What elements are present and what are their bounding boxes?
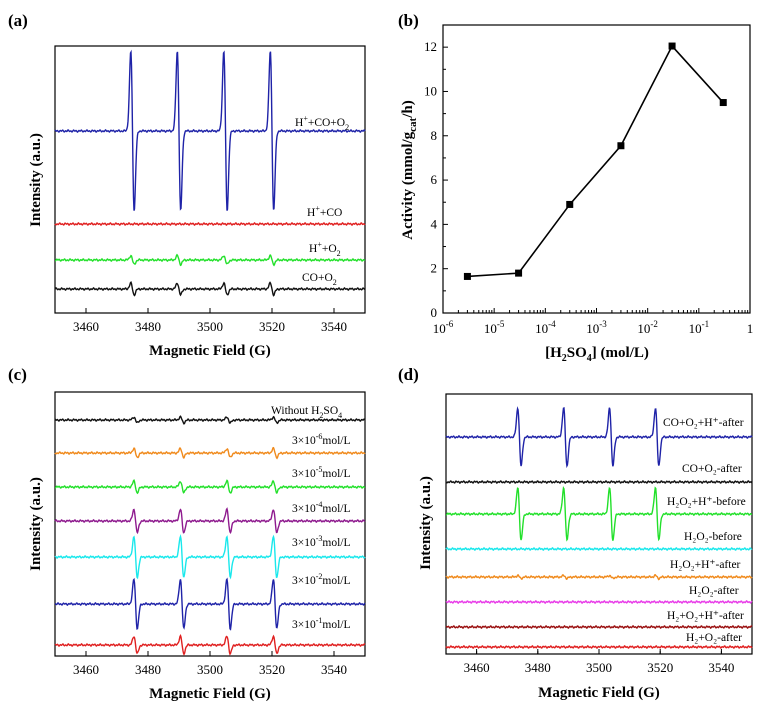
x-tick-label-3480: 3480 [135, 319, 161, 334]
activity-line [467, 44, 724, 278]
legend-c-5: 3×10-2mol/L [292, 572, 351, 587]
y-tick-label-4: 4 [431, 216, 438, 231]
panel-d-ylabel: Intensity (a.u.) [418, 476, 434, 570]
panel-b-series [463, 42, 727, 280]
legend-d-1: CO+O₂-after [682, 463, 742, 475]
trace-a-1 [54, 221, 366, 227]
y-tick-label-10: 10 [424, 83, 437, 98]
legend-c-1: 3×10-6mol/L [292, 432, 351, 447]
trace-c-6 [54, 633, 366, 656]
legend-c-6: 3×10-1mol/L [292, 616, 351, 631]
panel-b-frame [442, 24, 751, 314]
x-tick-label-exp-1: 10-1 [689, 319, 710, 336]
trace-d-3 [445, 546, 753, 552]
activity-point-0 [463, 272, 471, 280]
trace-c-1 [54, 446, 366, 460]
panel-d-label: (d) [398, 365, 419, 384]
panel-c-label: (c) [8, 365, 27, 384]
trace-a-3 [54, 280, 366, 297]
activity-point-1 [515, 269, 523, 277]
panel-b-label: (b) [398, 11, 419, 30]
x-tick-label-3520: 3520 [647, 660, 673, 675]
y-tick-label-12: 12 [424, 39, 437, 54]
trace-d-4 [445, 573, 753, 581]
legend-d-7: H₂+O₂-after [686, 632, 742, 644]
activity-point-2 [566, 200, 574, 208]
x-tick-label-3540: 3540 [321, 662, 347, 677]
panel-d-legends: CO+O₂+H⁺-after CO+O₂-after H₂O₂+H⁺-before H… [663, 417, 746, 644]
legend-c-2: 3×10-5mol/L [292, 465, 351, 480]
panel-a-traces [54, 49, 366, 297]
panel-b-ticks: 0 2 4 6 8 10 12 10-6 10-5 10-4 10-3 10-2 10-1 1 [424, 39, 753, 336]
panel-a-x-ticks: 3460 3480 3500 3520 3540 [73, 308, 347, 334]
legend-c-3: 3×10-4mol/L [292, 500, 351, 515]
trace-c-5 [54, 577, 366, 631]
activity-point-4 [668, 42, 676, 50]
legend-d-2: H₂O₂+H⁺-before [667, 496, 746, 508]
panel-d-xlabel: Magnetic Field (G) [538, 685, 660, 701]
x-tick-label-exp-6: 10-6 [433, 319, 454, 336]
x-tick-label-3540: 3540 [321, 319, 347, 334]
trace-d-2 [445, 485, 753, 542]
legend-d-0: CO+O₂+H⁺-after [663, 417, 744, 429]
x-tick-label-3520: 3520 [259, 319, 285, 334]
trace-d-1 [445, 479, 753, 485]
x-tick-label-3460: 3460 [73, 662, 99, 677]
panel-d-x-ticks: 3460 3480 3500 3520 3540 [464, 649, 734, 675]
legend-a-co-o2: CO+O2 [302, 272, 337, 287]
panel-c-legends: 3×10-6mol/L 3×10-5mol/L 3×10-4mol/L 3×10-3m… [292, 432, 351, 631]
trace-d-7 [445, 644, 753, 650]
activity-point-5 [719, 99, 727, 107]
trace-d-0 [445, 406, 753, 469]
x-tick-label-3540: 3540 [708, 660, 734, 675]
x-tick-label-3500: 3500 [197, 319, 223, 334]
x-tick-label-exp-3: 10-3 [586, 319, 607, 336]
panel-b-xlabel: [H2SO4] (mol/L) [545, 345, 649, 364]
trace-c-2 [54, 478, 366, 495]
panel-c-ylabel: Intensity (a.u.) [28, 477, 44, 571]
trace-a-0 [54, 49, 366, 211]
trace-c-4 [54, 534, 366, 580]
trace-d-6 [445, 624, 753, 630]
legend-d-5: H₂O₂-after [689, 585, 739, 597]
y-tick-label-6: 6 [431, 172, 438, 187]
panel-b-ylabel: Activity (mmol/gcat/h) [400, 100, 419, 239]
x-tick-label-3460: 3460 [464, 660, 490, 675]
y-tick-label-0: 0 [431, 305, 438, 320]
x-tick-label-3460: 3460 [73, 319, 99, 334]
legend-d-3: H₂O₂-before [684, 531, 742, 543]
trace-c-3 [54, 507, 366, 535]
panel-c-traces [54, 415, 366, 656]
trace-c-0 [54, 415, 366, 425]
x-tick-label-3500: 3500 [586, 660, 612, 675]
x-tick-label-3480: 3480 [525, 660, 551, 675]
x-tick-label-exp0: 1 [747, 321, 754, 336]
legend-d-6: H₂+O₂+H⁺-after [667, 610, 744, 622]
legend-a-h-co-o2: H++CO+O2 [295, 114, 349, 132]
x-tick-label-3480: 3480 [135, 662, 161, 677]
legend-c-4: 3×10-3mol/L [292, 534, 351, 549]
panel-a-xlabel: Magnetic Field (G) [149, 343, 271, 359]
trace-d-5 [445, 599, 753, 605]
x-tick-label-3500: 3500 [197, 662, 223, 677]
panel-c-xlabel: Magnetic Field (G) [149, 686, 271, 702]
trace-a-2 [54, 253, 366, 267]
legend-c-without: Without H2SO4 [271, 405, 342, 420]
legend-a-h-co: H++CO [307, 204, 342, 219]
x-tick-label-exp-2: 10-2 [637, 319, 658, 336]
y-tick-label-8: 8 [431, 128, 438, 143]
legend-d-4: H₂O₂+H⁺-after [670, 559, 741, 571]
x-tick-label-3520: 3520 [259, 662, 285, 677]
y-tick-label-2: 2 [431, 261, 438, 276]
panel-c-x-ticks: 3460 3480 3500 3520 3540 [73, 651, 347, 677]
panel-a-ylabel: Intensity (a.u.) [28, 133, 44, 227]
activity-point-3 [617, 142, 625, 150]
legend-a-h-o2: H++O2 [309, 240, 341, 258]
panel-a-label: (a) [8, 11, 28, 30]
x-tick-label-exp-5: 10-5 [484, 319, 505, 336]
x-tick-label-exp-4: 10-4 [535, 319, 556, 336]
panel-d-traces [445, 406, 753, 650]
